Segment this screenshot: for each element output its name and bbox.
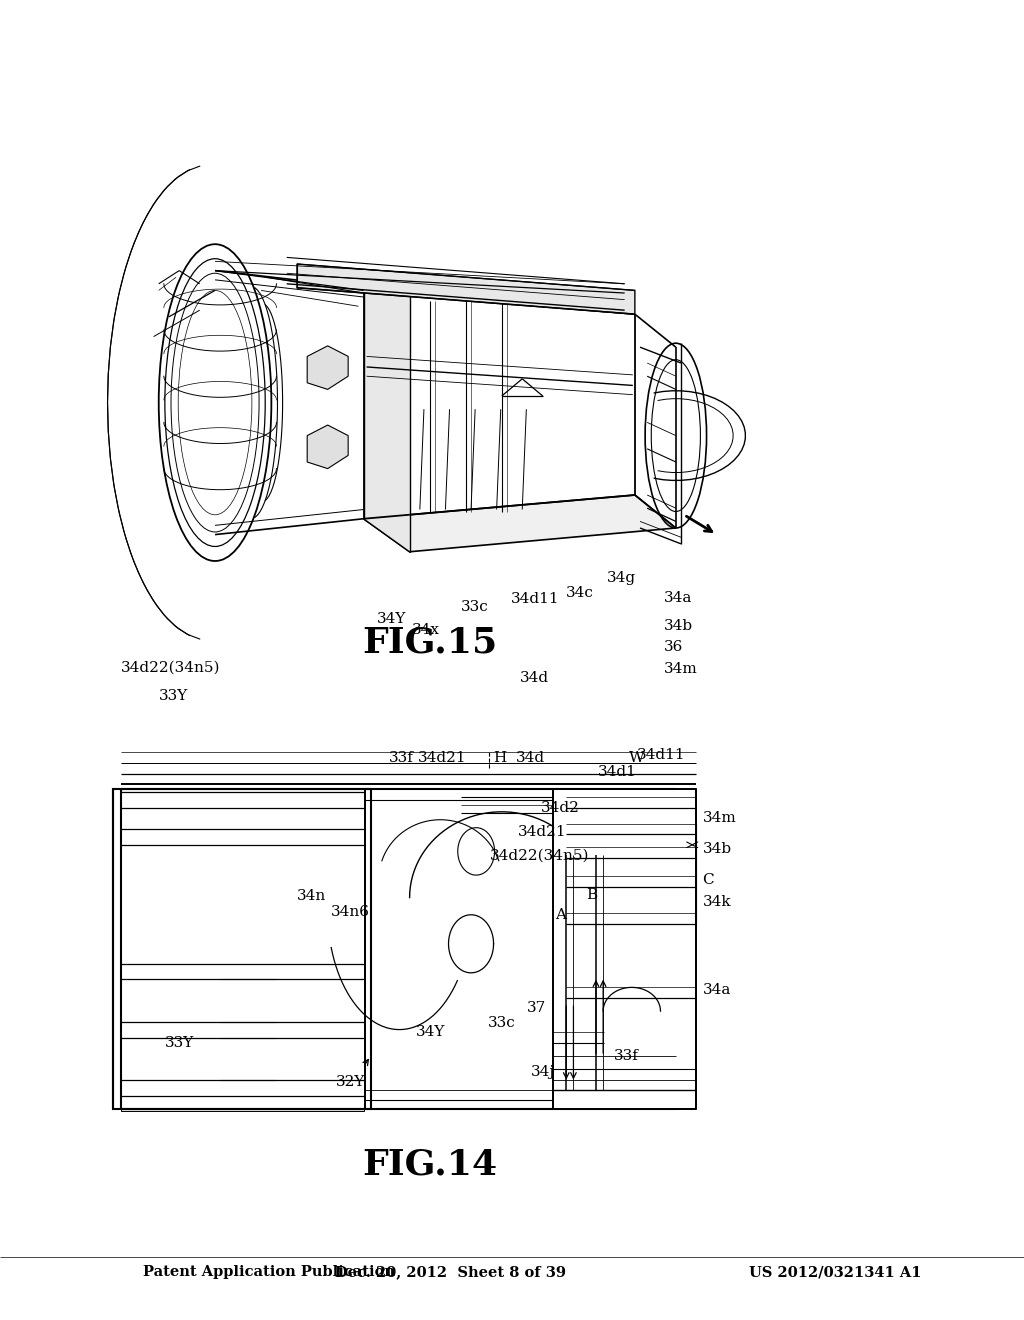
- Text: Patent Application Publication: Patent Application Publication: [143, 1266, 395, 1279]
- Polygon shape: [364, 290, 410, 552]
- Text: 32Y: 32Y: [336, 1076, 365, 1089]
- Text: 34k: 34k: [702, 895, 731, 908]
- Text: 34d2: 34d2: [541, 801, 580, 814]
- Text: 33c: 33c: [487, 1016, 516, 1030]
- Text: 34g: 34g: [607, 572, 636, 585]
- Text: 36: 36: [664, 640, 683, 653]
- Text: 33Y: 33Y: [165, 1036, 194, 1049]
- Text: W: W: [629, 751, 645, 764]
- Text: 34m: 34m: [702, 812, 736, 825]
- Text: 34d22(34n5): 34d22(34n5): [489, 849, 589, 862]
- Polygon shape: [246, 937, 364, 964]
- Text: 34n: 34n: [297, 890, 326, 903]
- Text: C: C: [702, 874, 714, 887]
- Text: 34n6: 34n6: [331, 906, 370, 919]
- Polygon shape: [220, 792, 276, 829]
- Text: 34x: 34x: [412, 623, 440, 636]
- Text: FIG.15: FIG.15: [362, 626, 498, 660]
- Polygon shape: [121, 1106, 364, 1111]
- Polygon shape: [365, 789, 676, 1109]
- Text: 34d: 34d: [516, 751, 545, 764]
- Polygon shape: [113, 789, 371, 1109]
- Polygon shape: [297, 264, 635, 314]
- Text: B: B: [587, 888, 597, 902]
- Text: 34a: 34a: [664, 591, 692, 605]
- Polygon shape: [123, 964, 364, 979]
- Polygon shape: [246, 979, 364, 1022]
- Text: 34Y: 34Y: [377, 612, 406, 626]
- Polygon shape: [655, 824, 696, 855]
- Text: H: H: [494, 751, 506, 764]
- Polygon shape: [307, 346, 348, 389]
- Polygon shape: [553, 789, 696, 1109]
- Text: 34d21: 34d21: [418, 751, 467, 764]
- Text: 34d21: 34d21: [518, 825, 566, 838]
- Text: 34b: 34b: [702, 842, 731, 855]
- Text: A: A: [555, 908, 565, 921]
- Text: 37: 37: [527, 1002, 546, 1015]
- Polygon shape: [307, 425, 348, 469]
- Text: 34c: 34c: [565, 586, 594, 599]
- Polygon shape: [220, 1038, 276, 1080]
- Text: 34b: 34b: [664, 619, 692, 632]
- Text: 34d1: 34d1: [598, 766, 637, 779]
- Text: 33Y: 33Y: [159, 689, 188, 702]
- Text: 33f: 33f: [614, 1049, 639, 1063]
- Polygon shape: [565, 1067, 582, 1076]
- Polygon shape: [364, 495, 676, 552]
- Text: 34j: 34j: [530, 1065, 555, 1078]
- Text: 34d: 34d: [520, 672, 549, 685]
- Polygon shape: [123, 1022, 364, 1038]
- Text: 34d11: 34d11: [511, 593, 560, 606]
- Text: 34d22(34n5): 34d22(34n5): [121, 661, 220, 675]
- Polygon shape: [123, 792, 364, 808]
- Polygon shape: [123, 1080, 364, 1096]
- Text: 33f: 33f: [389, 751, 414, 764]
- Text: 34Y: 34Y: [416, 1026, 444, 1039]
- Text: 34a: 34a: [702, 983, 731, 997]
- Polygon shape: [123, 829, 364, 845]
- Text: US 2012/0321341 A1: US 2012/0321341 A1: [750, 1266, 922, 1279]
- Polygon shape: [668, 855, 696, 924]
- Text: 34d11: 34d11: [637, 748, 685, 762]
- Text: FIG.14: FIG.14: [362, 1147, 498, 1181]
- Polygon shape: [220, 979, 276, 1022]
- Text: 34m: 34m: [664, 663, 697, 676]
- Text: Dec. 20, 2012  Sheet 8 of 39: Dec. 20, 2012 Sheet 8 of 39: [335, 1266, 566, 1279]
- Text: 33c: 33c: [461, 601, 489, 614]
- Polygon shape: [246, 1038, 364, 1080]
